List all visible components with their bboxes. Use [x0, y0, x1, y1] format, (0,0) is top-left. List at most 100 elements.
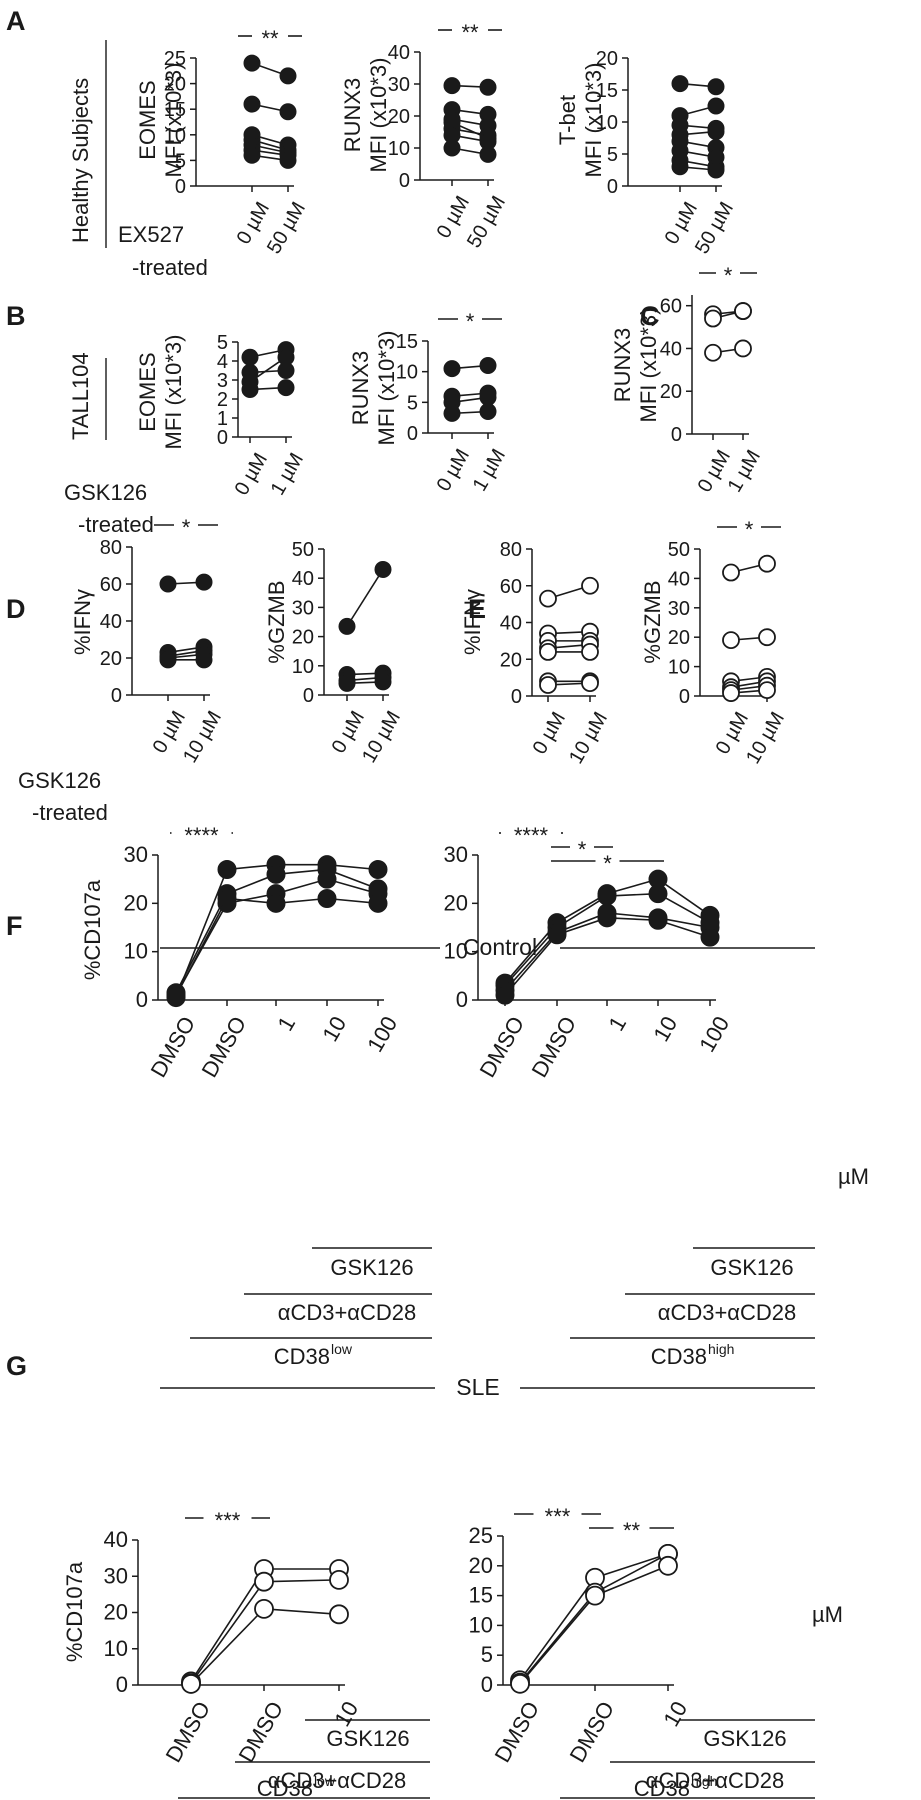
f1-y-tick-label: 0 [136, 987, 148, 1012]
panel-letter-b: B [6, 301, 26, 331]
f2-sig-label: * [578, 837, 587, 862]
a3-point [707, 97, 725, 115]
f2-point [597, 886, 617, 906]
f2-x-tick-label: DMSO [475, 1012, 530, 1082]
a3-point [707, 78, 725, 96]
g2-cd38-high-sup: high [691, 1773, 717, 1789]
b2-point [479, 357, 497, 375]
f1-point [217, 860, 237, 879]
g1-cd38-low-sup: low [314, 1773, 336, 1789]
d1-y-tick-label: 80 [100, 537, 122, 559]
a2-point [479, 78, 497, 96]
e1-y-tick-label: 20 [500, 649, 522, 671]
f2-sig-label: * [603, 851, 612, 876]
b1-y-tick-label: 1 [217, 408, 228, 430]
g1-y-tick-label: 20 [104, 1600, 128, 1625]
f2-x-tick-label: 10 [648, 1012, 682, 1046]
b2-sig-label: * [466, 309, 475, 334]
g1-ylabel: %CD107a [62, 1561, 87, 1662]
e2-point [722, 684, 740, 702]
e2-point [758, 554, 776, 573]
panel-letter-f: F [6, 911, 23, 941]
d2-y-tick-label: 10 [292, 656, 314, 678]
a2-sig-label: ** [461, 20, 479, 45]
f2-point [495, 985, 515, 1005]
c-point [734, 302, 752, 320]
f1-point [266, 893, 286, 913]
a1-ylabel-line2: MFI (x10*3) [161, 63, 186, 178]
d2-point [374, 673, 392, 691]
f2-point [547, 925, 567, 945]
c-point [704, 309, 722, 328]
control-title: Control [463, 934, 537, 960]
e1-point [581, 643, 599, 661]
f2-sig-label: **** [514, 823, 549, 848]
g1-point [254, 1598, 274, 1619]
a2-y-tick-label: 10 [388, 138, 410, 160]
f1-y-tick-label: 30 [124, 842, 148, 867]
c-y-tick-label: 60 [660, 296, 682, 318]
e1-point [581, 674, 599, 693]
b2-point [479, 388, 497, 406]
e2-y-tick-label: 30 [668, 598, 690, 620]
panel-letter-d: D [6, 594, 26, 624]
e1-ylabel: %IFNγ [460, 589, 485, 655]
g2-x-tick-label: DMSO [565, 1697, 620, 1767]
a3-y-tick-label: 20 [596, 48, 618, 70]
g2-y-tick-label: 15 [469, 1583, 493, 1608]
d2-y-tick-label: 0 [303, 685, 314, 707]
e1-point [539, 676, 557, 694]
g1-point [329, 1604, 349, 1625]
e1-y-tick-label: 80 [500, 539, 522, 561]
b1-y-tick-label: 2 [217, 389, 228, 411]
f1-point [317, 869, 337, 889]
f2-x-tick-label: 1 [603, 1012, 631, 1035]
healthy-subjects-label: Healthy Subjects [68, 78, 93, 243]
d2-point [374, 560, 392, 578]
a1-ylabel-line1: EOMES [135, 80, 160, 159]
a1-y-tick-label: 10 [164, 125, 186, 147]
c-x-tick-label: 1 µM [724, 446, 765, 496]
g2-cd3cd28-label: αCD3+αCD28 [646, 1768, 785, 1793]
g1-point [329, 1569, 349, 1590]
b1-y-tick-label: 4 [217, 351, 228, 373]
a2-y-tick-label: 30 [388, 74, 410, 96]
a1-point [243, 95, 261, 113]
f1-y-tick-label: 10 [124, 939, 148, 964]
panel-letter-c: C [640, 301, 660, 331]
b1-ylabel-line2: MFI (x10*3) [161, 335, 186, 450]
e2-ylabel: %GZMB [640, 580, 665, 663]
f2-point [597, 908, 617, 928]
d1-y-tick-label: 40 [100, 611, 122, 633]
g2-cd38-text: CD38 [634, 1776, 690, 1800]
d1-y-tick-label: 0 [111, 685, 122, 707]
f1-x-tick-label: DMSO [146, 1012, 201, 1082]
c-point [734, 339, 752, 358]
e2-y-tick-label: 50 [668, 539, 690, 561]
e1-y-tick-label: 40 [500, 613, 522, 635]
gsk126-label-d: GSK126 [18, 768, 101, 793]
d2-y-tick-label: 20 [292, 627, 314, 649]
c-ylabel-line2: MFI (x10*3) [636, 308, 661, 423]
c-ylabel-line1: RUNX3 [610, 328, 635, 403]
b1-ylabel-line1: EOMES [135, 352, 160, 431]
a3-y-tick-label: 10 [596, 112, 618, 134]
e1-point [581, 576, 599, 595]
g2-x-tick-label: DMSO [490, 1697, 545, 1767]
a3-point [671, 158, 689, 176]
e2-y-tick-label: 40 [668, 568, 690, 590]
d2-y-tick-label: 40 [292, 568, 314, 590]
b2-point [479, 403, 497, 421]
b1-y-tick-label: 0 [217, 427, 228, 449]
f2-x-tick-label: DMSO [527, 1012, 582, 1082]
a1-sig-label: ** [261, 26, 279, 51]
f1-cd38-low-superscript: low [331, 1341, 353, 1357]
f2-point [700, 927, 720, 947]
d2-y-tick-label: 50 [292, 539, 314, 561]
f1-point [266, 864, 286, 884]
sle-title: SLE [456, 1374, 499, 1400]
c-y-tick-label: 40 [660, 338, 682, 360]
g2-gsk126-label: GSK126 [703, 1726, 786, 1751]
e1-y-tick-label: 0 [511, 686, 522, 708]
